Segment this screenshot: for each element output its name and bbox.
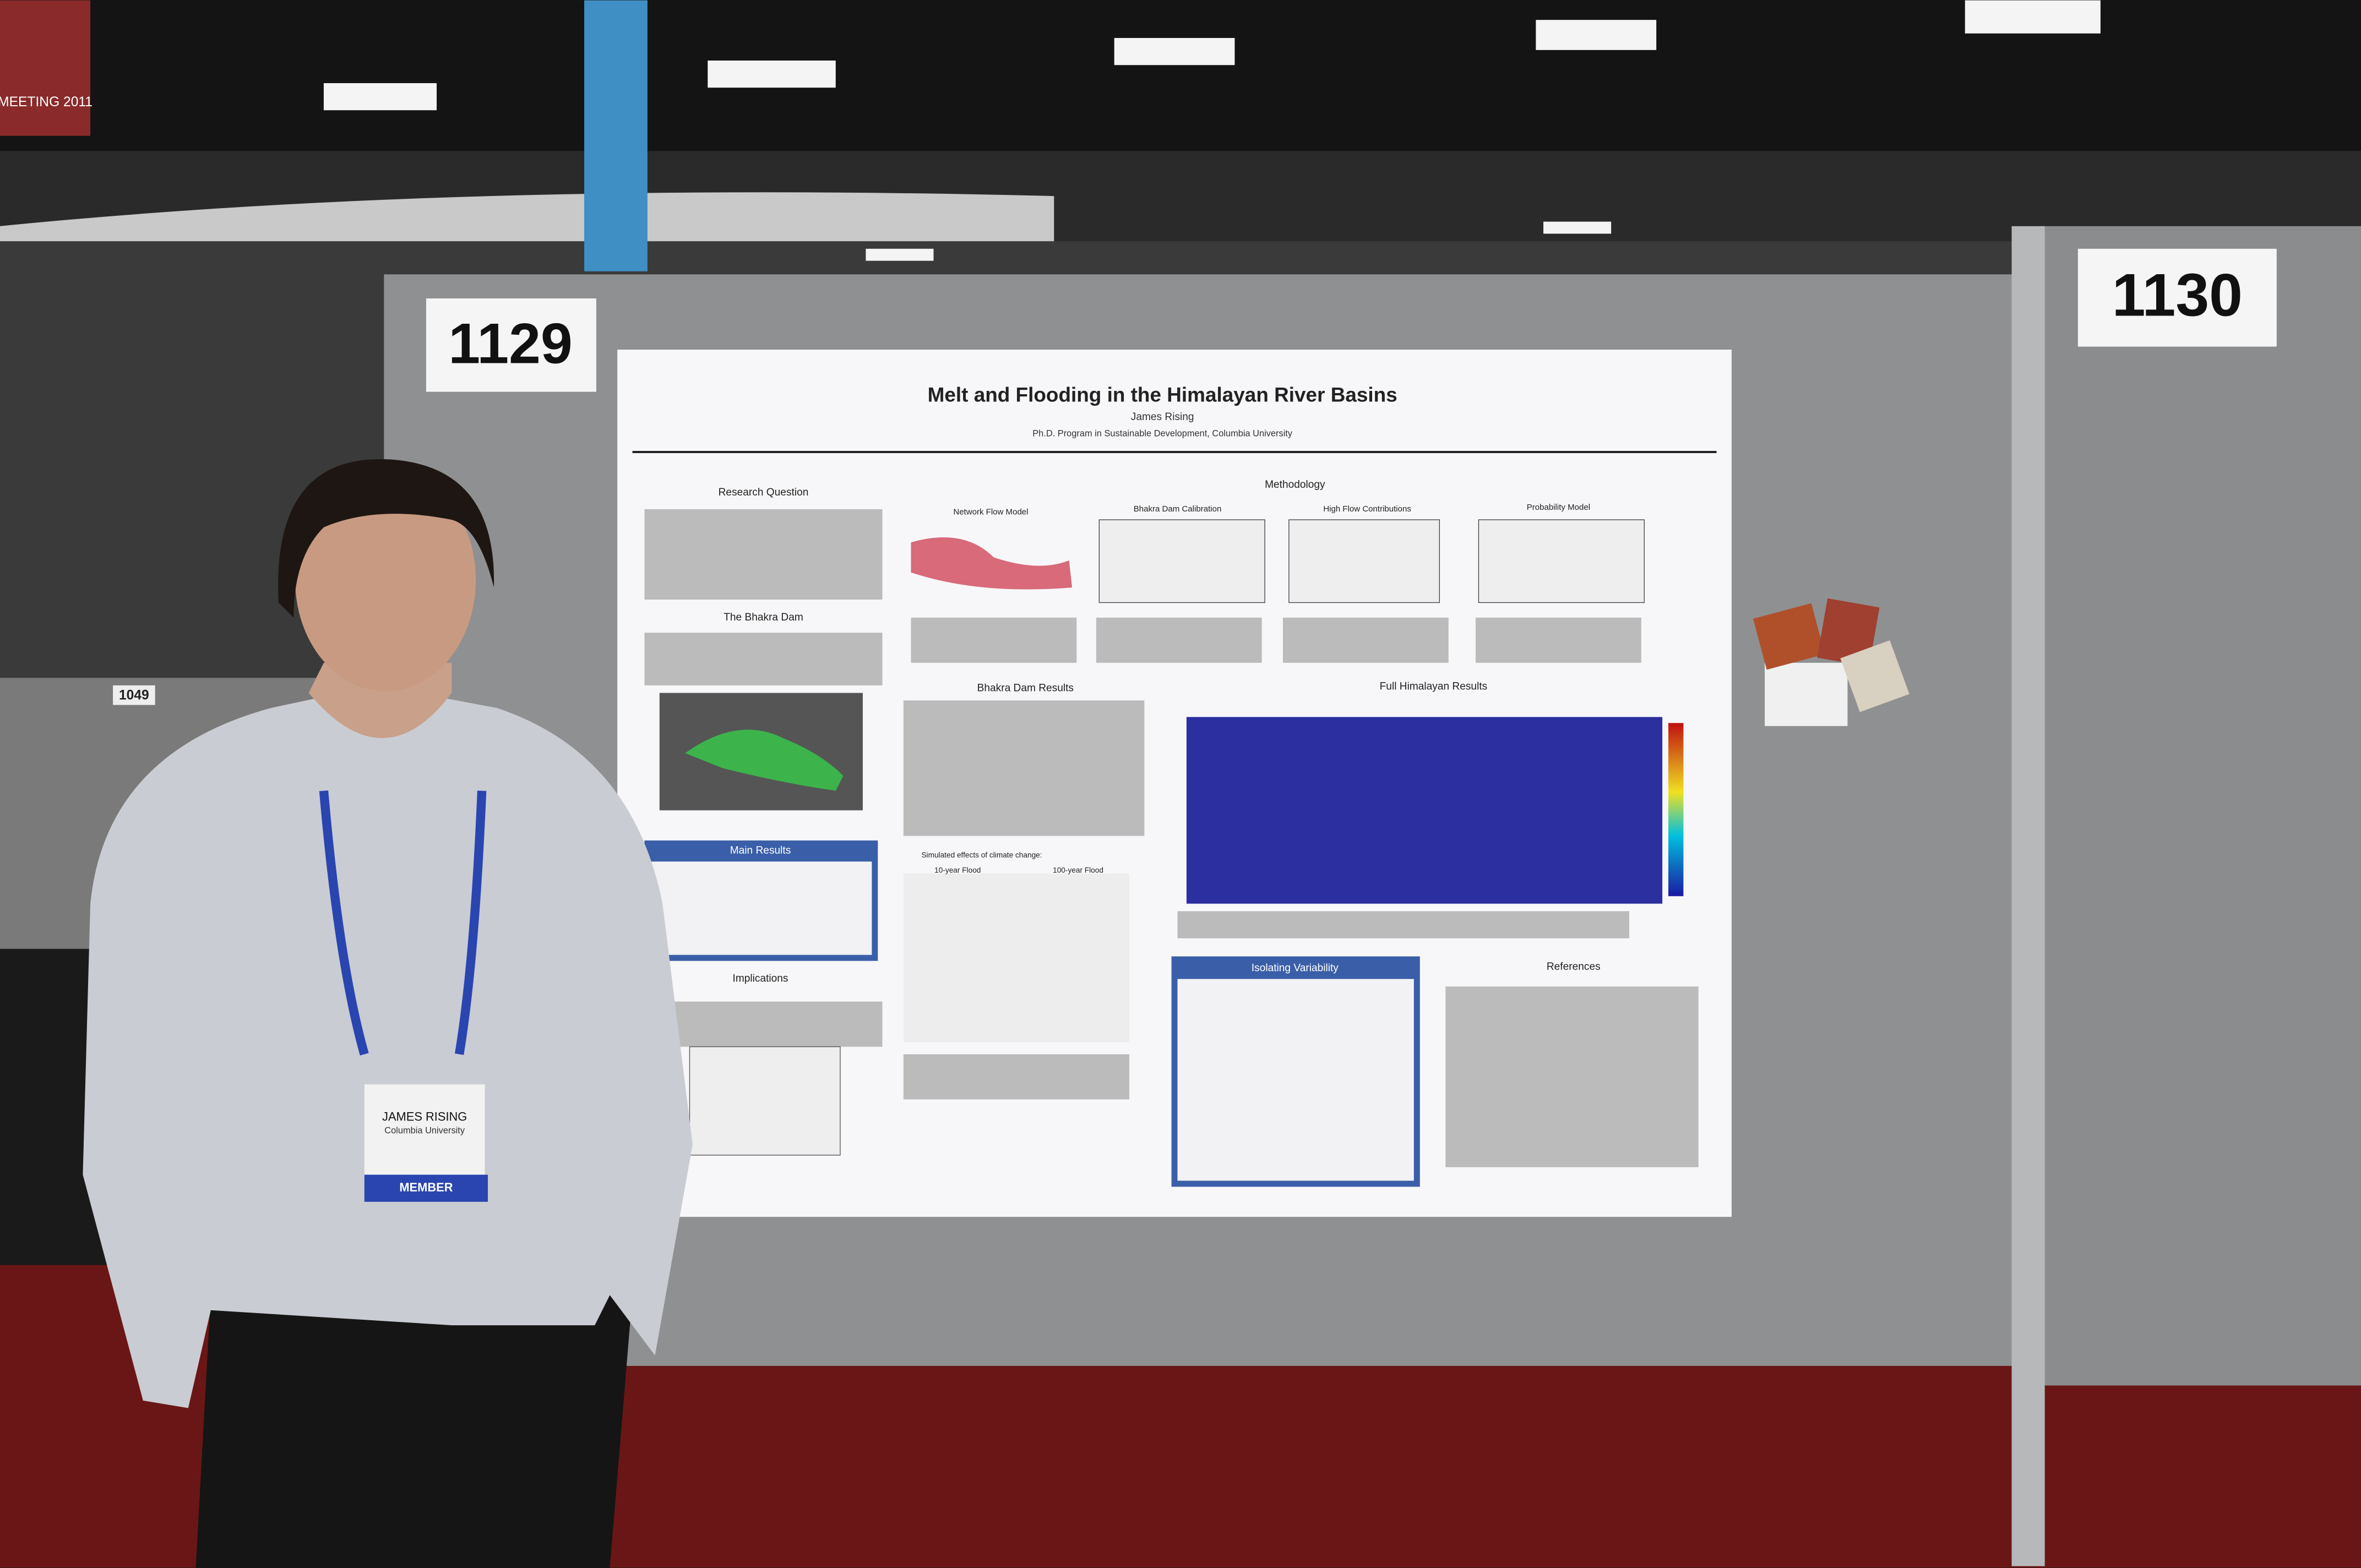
postcard [1840, 640, 1910, 712]
flow-plot [1288, 519, 1440, 603]
section-heading: Isolating Variability [1252, 962, 1339, 974]
section-heading: Bhakra Dam Calibration [1134, 504, 1222, 514]
section-heading: Simulated effects of climate change: [921, 851, 1042, 859]
colorbar [1668, 723, 1684, 896]
shirt [83, 685, 693, 1408]
calibration-plot [1098, 519, 1265, 603]
poster-title: Melt and Flooding in the Himalayan River… [928, 384, 1397, 406]
heatmap [1186, 717, 1663, 904]
booth-sign [426, 298, 596, 392]
right-board [2040, 226, 2361, 1386]
section-heading: 100-year Flood [1053, 866, 1103, 874]
histograms [903, 873, 1130, 1042]
trousers [195, 1295, 633, 1568]
implications-plot [689, 1046, 841, 1156]
far-sign [113, 685, 155, 705]
section-heading: Full Himalayan Results [1380, 681, 1488, 693]
hair [278, 459, 494, 618]
poster-affiliation: Ph.D. Program in Sustainable Development… [1032, 429, 1293, 439]
blue-banner [584, 0, 648, 271]
basin [685, 729, 844, 791]
section-heading: High Flow Contributions [1323, 504, 1411, 514]
banner-text: MEETING 2011 [0, 95, 93, 110]
booth-number: 1130 [2112, 262, 2243, 329]
badge-affiliation: Columbia University [384, 1126, 465, 1136]
business-card [1765, 662, 1848, 726]
poster-headings: Research Question The Bhakra Dam Main Re… [719, 479, 1601, 984]
booth-sign [2077, 248, 2277, 347]
arch [0, 192, 1054, 377]
face [295, 469, 476, 692]
postcard [1817, 598, 1880, 667]
lanyard [319, 790, 487, 1056]
section-heading: Probability Model [1527, 503, 1590, 512]
section-heading: Implications [733, 973, 788, 984]
section-heading: Research Question [719, 487, 809, 498]
badge-name: JAMES RISING [382, 1110, 467, 1124]
board-post [2011, 226, 2045, 1566]
poster-author: James Rising [1131, 411, 1194, 423]
far-booth-number: 1049 [119, 688, 149, 703]
section-heading: Bhakra Dam Results [977, 682, 1074, 694]
banner [0, 0, 91, 136]
section-heading: Methodology [1265, 479, 1325, 491]
booth-number: 1129 [448, 312, 572, 376]
badge-ribbon [364, 1174, 488, 1202]
postcard [1753, 603, 1825, 670]
variability-inner [1177, 979, 1414, 1181]
badge [364, 1084, 485, 1178]
badge-type: MEMBER [399, 1180, 453, 1194]
section-heading: Main Results [730, 845, 791, 857]
probability-plot [1478, 519, 1645, 603]
section-heading: Network Flow Model [953, 507, 1028, 516]
network-figure [911, 537, 1073, 590]
results-inner [650, 861, 872, 955]
section-heading: References [1547, 961, 1601, 972]
section-heading: The Bhakra Dam [723, 612, 803, 623]
section-heading: 10-year Flood [934, 866, 981, 874]
ceiling-lights [0, 0, 2101, 261]
